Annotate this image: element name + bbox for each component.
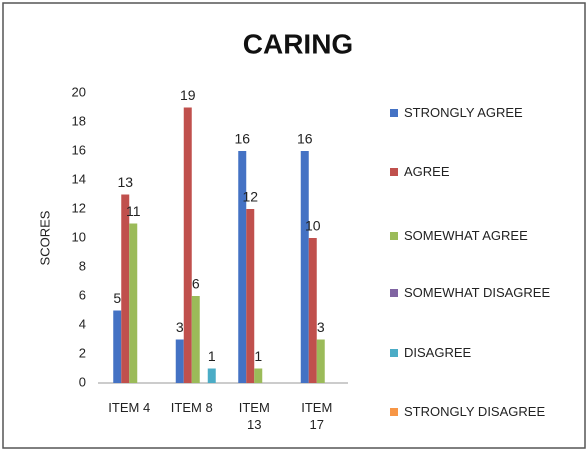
legend-swatch	[390, 408, 398, 416]
bar	[129, 223, 138, 383]
x-tick-label: ITEM 4	[108, 400, 151, 415]
bar	[238, 151, 247, 383]
data-label: 1	[254, 348, 262, 364]
data-label: 5	[113, 290, 121, 306]
legend-label: SOMEWHAT AGREE	[404, 228, 528, 243]
y-tick-label: 0	[79, 374, 86, 389]
bar	[246, 209, 255, 383]
legend-label: STRONGLY DISAGREE	[404, 404, 546, 419]
bar	[183, 107, 192, 383]
y-tick-label: 14	[72, 171, 86, 186]
data-label: 11	[126, 203, 141, 219]
x-tick-label: ITEM 13	[238, 400, 270, 432]
y-tick-label: 12	[72, 200, 86, 215]
data-label: 12	[242, 189, 258, 205]
bar	[175, 339, 184, 383]
bar	[316, 339, 325, 383]
legend-label: SOMEWHAT DISAGREE	[404, 285, 551, 300]
legend-swatch	[390, 349, 398, 357]
data-label: 13	[117, 174, 133, 190]
bar	[308, 238, 317, 383]
y-tick-label: 8	[79, 258, 86, 273]
data-label: 16	[297, 131, 313, 147]
data-label: 1	[208, 348, 216, 364]
y-tick-label: 2	[79, 345, 86, 360]
data-label: 6	[192, 276, 200, 292]
y-tick-label: 10	[72, 229, 86, 244]
x-tick-label: ITEM 17	[301, 400, 333, 432]
y-axis-label: SCORES	[37, 210, 52, 265]
bar	[191, 296, 200, 383]
data-label: 3	[317, 319, 325, 335]
y-tick-label: 20	[72, 84, 86, 99]
data-label: 19	[180, 87, 196, 103]
legend-label: AGREE	[404, 164, 450, 179]
y-tick-label: 4	[79, 316, 86, 331]
bar	[113, 310, 122, 383]
legend-label: STRONGLY AGREE	[404, 105, 523, 120]
legend-label: DISAGREE	[404, 345, 472, 360]
y-tick-label: 18	[72, 113, 86, 128]
bar	[207, 368, 216, 383]
x-tick-label: ITEM 8	[170, 400, 213, 415]
bar	[121, 194, 130, 383]
data-label: 10	[305, 218, 321, 234]
bar	[254, 368, 263, 383]
bar	[300, 151, 309, 383]
legend-swatch	[390, 168, 398, 176]
chart-title: CARING	[243, 28, 353, 59]
y-tick-label: 16	[72, 142, 86, 157]
data-label: 3	[176, 319, 184, 335]
legend-swatch	[390, 109, 398, 117]
y-tick-label: 6	[79, 287, 86, 302]
data-label: 16	[234, 131, 250, 147]
legend-swatch	[390, 289, 398, 297]
legend-swatch	[390, 232, 398, 240]
